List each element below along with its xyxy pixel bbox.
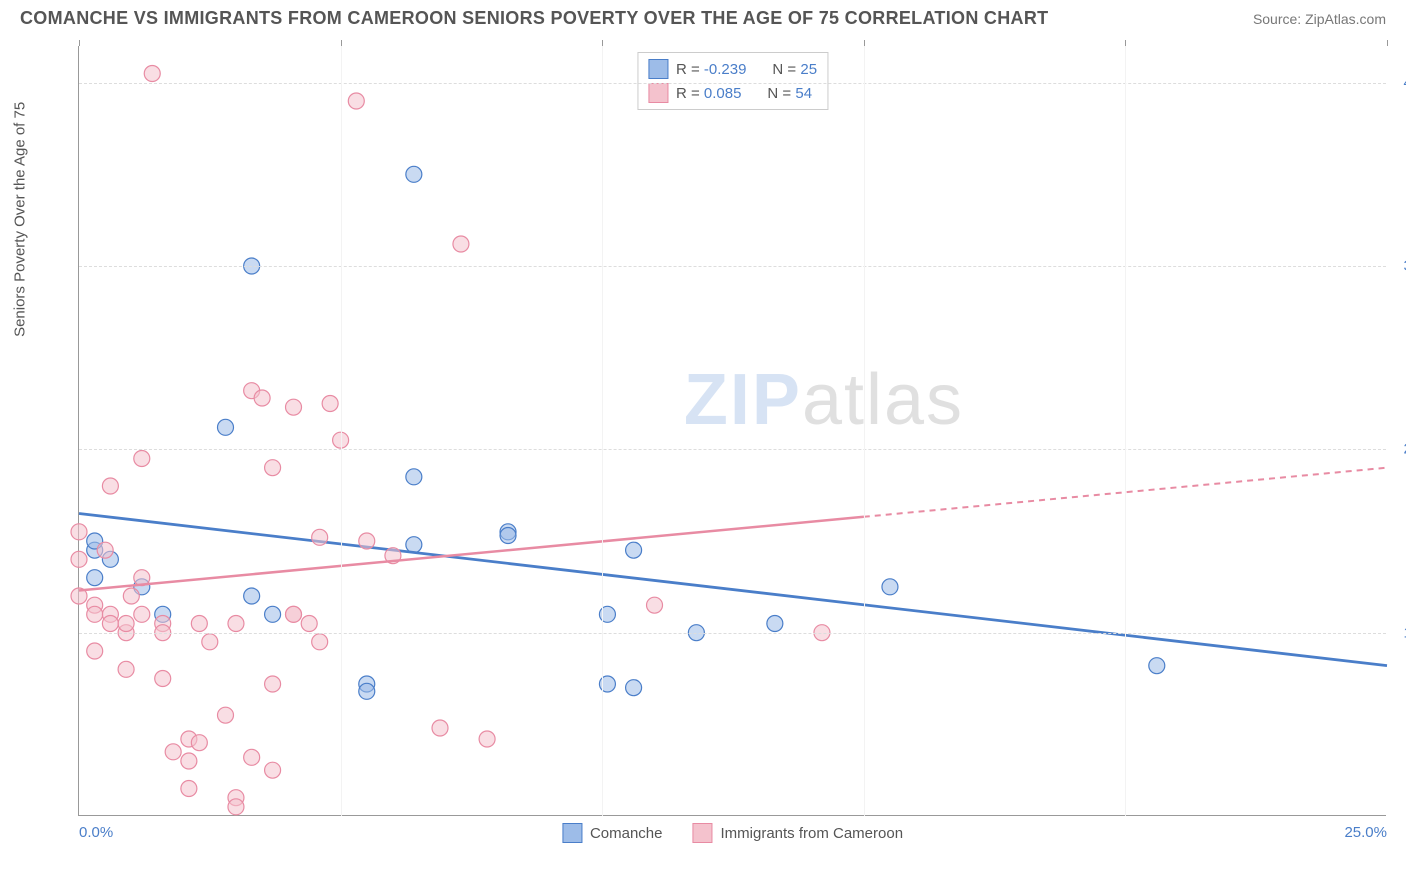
scatter-point: [626, 680, 642, 696]
plot-region: ZIPatlas R = -0.239N = 25R = 0.085N = 54…: [78, 46, 1386, 816]
legend-series-item: Immigrants from Cameroon: [692, 823, 903, 843]
scatter-point: [500, 528, 516, 544]
legend-correlation: R = -0.239 N = 25 R = 0.085 N = 54: [637, 52, 828, 110]
scatter-point: [286, 606, 302, 622]
scatter-point: [767, 616, 783, 632]
scatter-point: [647, 597, 663, 613]
tick-top: [864, 40, 865, 46]
scatter-point: [265, 460, 281, 476]
gridline-vertical: [341, 46, 342, 815]
scatter-point: [202, 634, 218, 650]
tick-top: [602, 40, 603, 46]
gridline-horizontal: [79, 266, 1386, 267]
x-tick-label: 25.0%: [1344, 824, 1387, 841]
legend-series-label: Comanche: [590, 825, 663, 842]
scatter-point: [301, 616, 317, 632]
scatter-point: [134, 451, 150, 467]
legend-swatch: [648, 83, 668, 103]
gridline-vertical: [864, 46, 865, 815]
scatter-point: [254, 390, 270, 406]
scatter-point: [359, 683, 375, 699]
chart-title: COMANCHE VS IMMIGRANTS FROM CAMEROON SEN…: [20, 8, 1048, 29]
scatter-point: [265, 762, 281, 778]
scatter-point: [87, 606, 103, 622]
tick-top: [1125, 40, 1126, 46]
gridline-horizontal: [79, 449, 1386, 450]
legend-correlation-row: R = 0.085 N = 54: [648, 81, 817, 105]
legend-r: R = -0.239: [676, 61, 746, 78]
scatter-point: [71, 551, 87, 567]
legend-swatch: [692, 823, 712, 843]
scatter-point: [453, 236, 469, 252]
y-axis-label: Seniors Poverty Over the Age of 75: [12, 102, 29, 337]
regression-line: [79, 514, 1387, 666]
scatter-point: [228, 799, 244, 815]
legend-n: N = 54: [767, 85, 812, 102]
scatter-point: [191, 616, 207, 632]
scatter-point: [244, 749, 260, 765]
scatter-point: [228, 616, 244, 632]
legend-n: N = 25: [772, 61, 817, 78]
scatter-point: [87, 643, 103, 659]
scatter-point: [322, 396, 338, 412]
gridline-vertical: [602, 46, 603, 815]
scatter-point: [265, 676, 281, 692]
scatter-point: [87, 570, 103, 586]
scatter-point: [191, 735, 207, 751]
scatter-point: [406, 469, 422, 485]
gridline-horizontal: [79, 83, 1386, 84]
legend-series-item: Comanche: [562, 823, 663, 843]
scatter-point: [144, 66, 160, 82]
scatter-point: [406, 166, 422, 182]
legend-series: Comanche Immigrants from Cameroon: [562, 823, 903, 843]
scatter-point: [626, 542, 642, 558]
chart-header: COMANCHE VS IMMIGRANTS FROM CAMEROON SEN…: [0, 0, 1406, 33]
scatter-point: [134, 606, 150, 622]
scatter-point: [312, 634, 328, 650]
scatter-point: [97, 542, 113, 558]
legend-correlation-row: R = -0.239 N = 25: [648, 57, 817, 81]
scatter-point: [102, 478, 118, 494]
scatter-point: [406, 537, 422, 553]
scatter-point: [312, 529, 328, 545]
legend-swatch: [648, 59, 668, 79]
scatter-point: [348, 93, 364, 109]
legend-r: R = 0.085: [676, 85, 741, 102]
scatter-point: [118, 661, 134, 677]
source-attribution: Source: ZipAtlas.com: [1253, 11, 1386, 27]
chart-area: Seniors Poverty Over the Age of 75 ZIPat…: [50, 46, 1386, 846]
scatter-point: [882, 579, 898, 595]
scatter-point: [359, 533, 375, 549]
scatter-point: [181, 781, 197, 797]
scatter-point: [1149, 658, 1165, 674]
scatter-point: [217, 707, 233, 723]
scatter-point: [432, 720, 448, 736]
scatter-point: [244, 588, 260, 604]
scatter-point: [217, 419, 233, 435]
scatter-point: [123, 588, 139, 604]
plot-svg: [79, 46, 1386, 815]
legend-series-label: Immigrants from Cameroon: [720, 825, 903, 842]
gridline-vertical: [1125, 46, 1126, 815]
scatter-point: [265, 606, 281, 622]
legend-swatch: [562, 823, 582, 843]
scatter-point: [118, 616, 134, 632]
scatter-point: [165, 744, 181, 760]
tick-top: [341, 40, 342, 46]
gridline-horizontal: [79, 633, 1386, 634]
x-tick-label: 0.0%: [79, 824, 113, 841]
tick-top: [1387, 40, 1388, 46]
scatter-point: [155, 671, 171, 687]
tick-top: [79, 40, 80, 46]
scatter-point: [181, 753, 197, 769]
scatter-point: [71, 524, 87, 540]
scatter-point: [286, 399, 302, 415]
scatter-point: [102, 616, 118, 632]
scatter-point: [479, 731, 495, 747]
chart-container: COMANCHE VS IMMIGRANTS FROM CAMEROON SEN…: [0, 0, 1406, 892]
